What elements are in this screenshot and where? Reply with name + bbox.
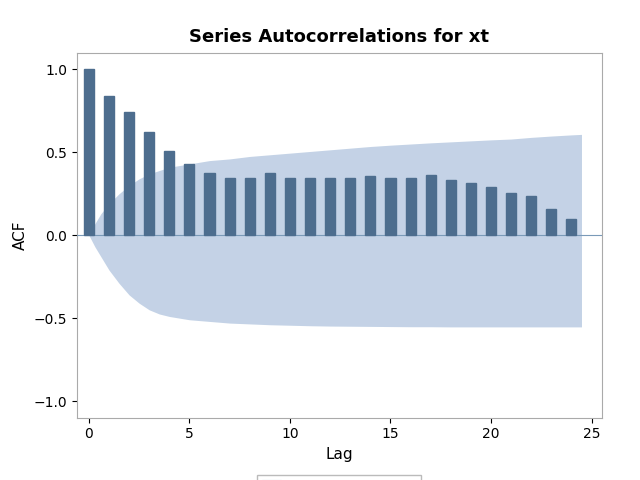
Bar [144,132,154,235]
Bar [205,173,214,235]
Bar [124,112,134,235]
Bar [225,178,235,235]
Legend: Two Standard Errors: Two Standard Errors [257,475,421,480]
X-axis label: Lag: Lag [325,447,353,462]
Bar [325,178,335,235]
Bar [104,96,114,235]
Bar [365,176,376,235]
Bar [466,183,476,235]
Bar [446,180,456,235]
Bar [164,151,174,235]
Bar [305,178,315,235]
Bar [547,209,556,235]
Bar [506,193,516,235]
Bar [184,164,195,235]
Bar [566,218,577,235]
Bar [426,175,436,235]
Bar [345,178,355,235]
Bar [84,70,94,235]
Bar [486,187,496,235]
Bar [406,178,415,235]
Y-axis label: ACF: ACF [13,220,28,250]
Bar [265,173,275,235]
Bar [385,178,396,235]
Bar [526,196,536,235]
Bar [285,178,295,235]
Title: Series Autocorrelations for xt: Series Autocorrelations for xt [189,28,489,46]
Bar [244,178,255,235]
